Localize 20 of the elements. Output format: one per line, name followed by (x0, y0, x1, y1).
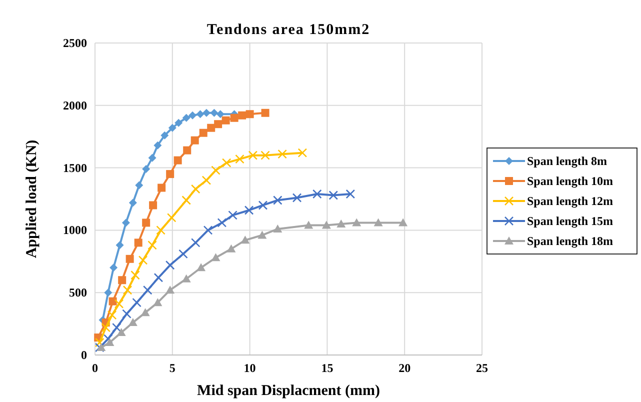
legend-label: Span length 8m (527, 154, 608, 168)
legend-label: Span length 18m (527, 234, 614, 248)
chart-title: Tendons area 150mm2 (206, 22, 370, 38)
legend-label: Span length 15m (527, 214, 614, 228)
y-tick-label: 2500 (63, 36, 87, 50)
x-tick-label: 20 (398, 361, 411, 375)
legend-label: Span length 12m (527, 194, 614, 208)
x-tick-label: 25 (476, 361, 488, 375)
x-axis-title: Mid span Displacment (mm) (197, 383, 380, 399)
y-axis-title: Applied load (KN) (24, 140, 40, 258)
x-tick-label: 5 (169, 361, 176, 375)
x-tick-label: 10 (244, 361, 256, 375)
y-tick-label: 2000 (63, 98, 87, 112)
y-tick-label: 1500 (63, 160, 87, 175)
y-tick-label: 0 (81, 348, 87, 362)
y-tick-label: 500 (69, 286, 87, 300)
legend-label: Span length 10m (527, 174, 614, 188)
x-tick-label: 15 (321, 361, 334, 375)
y-tick-label: 1000 (63, 223, 87, 238)
x-tick-label: 0 (92, 361, 98, 375)
